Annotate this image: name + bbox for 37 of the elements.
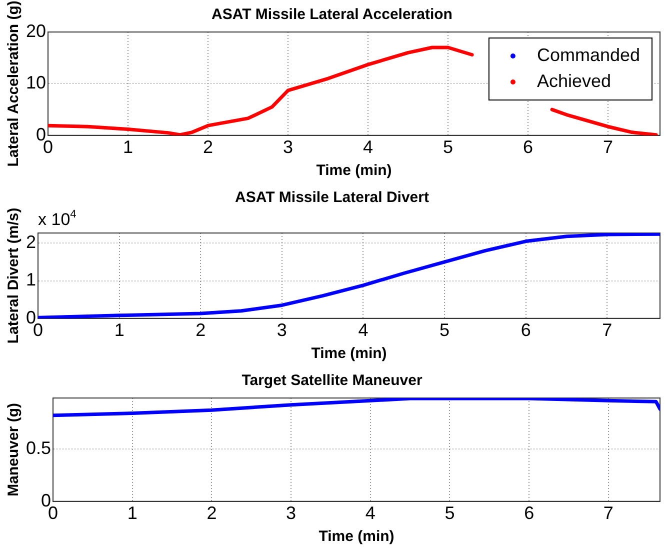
x-tick-label: 6 [524, 503, 534, 524]
legend-label: Achieved [536, 70, 612, 91]
y-axis-title: Maneuver (g) [5, 403, 22, 496]
chart-title: Target Satellite Maneuver [242, 372, 422, 390]
x-tick-label: 1 [123, 137, 134, 158]
y-tick-label: 20 [26, 20, 46, 41]
x-tick-label: 3 [276, 320, 287, 340]
x-tick-label: 4 [358, 320, 368, 340]
legend-label: Commanded [536, 44, 640, 65]
x-tick-label: 4 [365, 503, 376, 524]
x-tick-label: 2 [206, 503, 217, 524]
x-tick-label: 4 [363, 137, 374, 158]
x-tick-label: 7 [603, 503, 614, 524]
x-tick-label: 6 [522, 137, 534, 158]
x-axis-title: Time (min) [311, 345, 387, 362]
y-tick-label: 10 [26, 72, 46, 93]
x-tick-label: 5 [440, 320, 450, 340]
x-tick-label: 1 [127, 503, 138, 524]
x-tick-label: 7 [602, 137, 614, 158]
y-axis-title: Lateral Acceleration (g) [5, 0, 22, 167]
x-tick-label: 5 [443, 137, 454, 158]
y-tick-label: 0.5 [26, 438, 52, 458]
x-tick-label: 2 [203, 137, 214, 158]
x-tick-label: 6 [520, 320, 531, 340]
x-tick-label: 2 [196, 320, 206, 340]
chart-title: ASAT Missile Lateral Divert [235, 189, 429, 206]
x-tick-label: 7 [602, 320, 612, 340]
y-axis-title: Lateral Divert (m/s) [5, 208, 22, 344]
x-tick-label: 3 [283, 137, 294, 158]
x-tick-label: 1 [114, 320, 124, 340]
y-tick-label: 2 [26, 232, 36, 252]
x-axis-title: Time (min) [316, 162, 392, 180]
x-tick-label: 5 [444, 503, 455, 524]
chart-title: ASAT Missile Lateral Acceleration [212, 6, 452, 24]
x-axis-title: Time (min) [318, 528, 394, 546]
x-tick-label: 3 [286, 503, 296, 524]
y-tick-label: 1 [26, 270, 36, 290]
